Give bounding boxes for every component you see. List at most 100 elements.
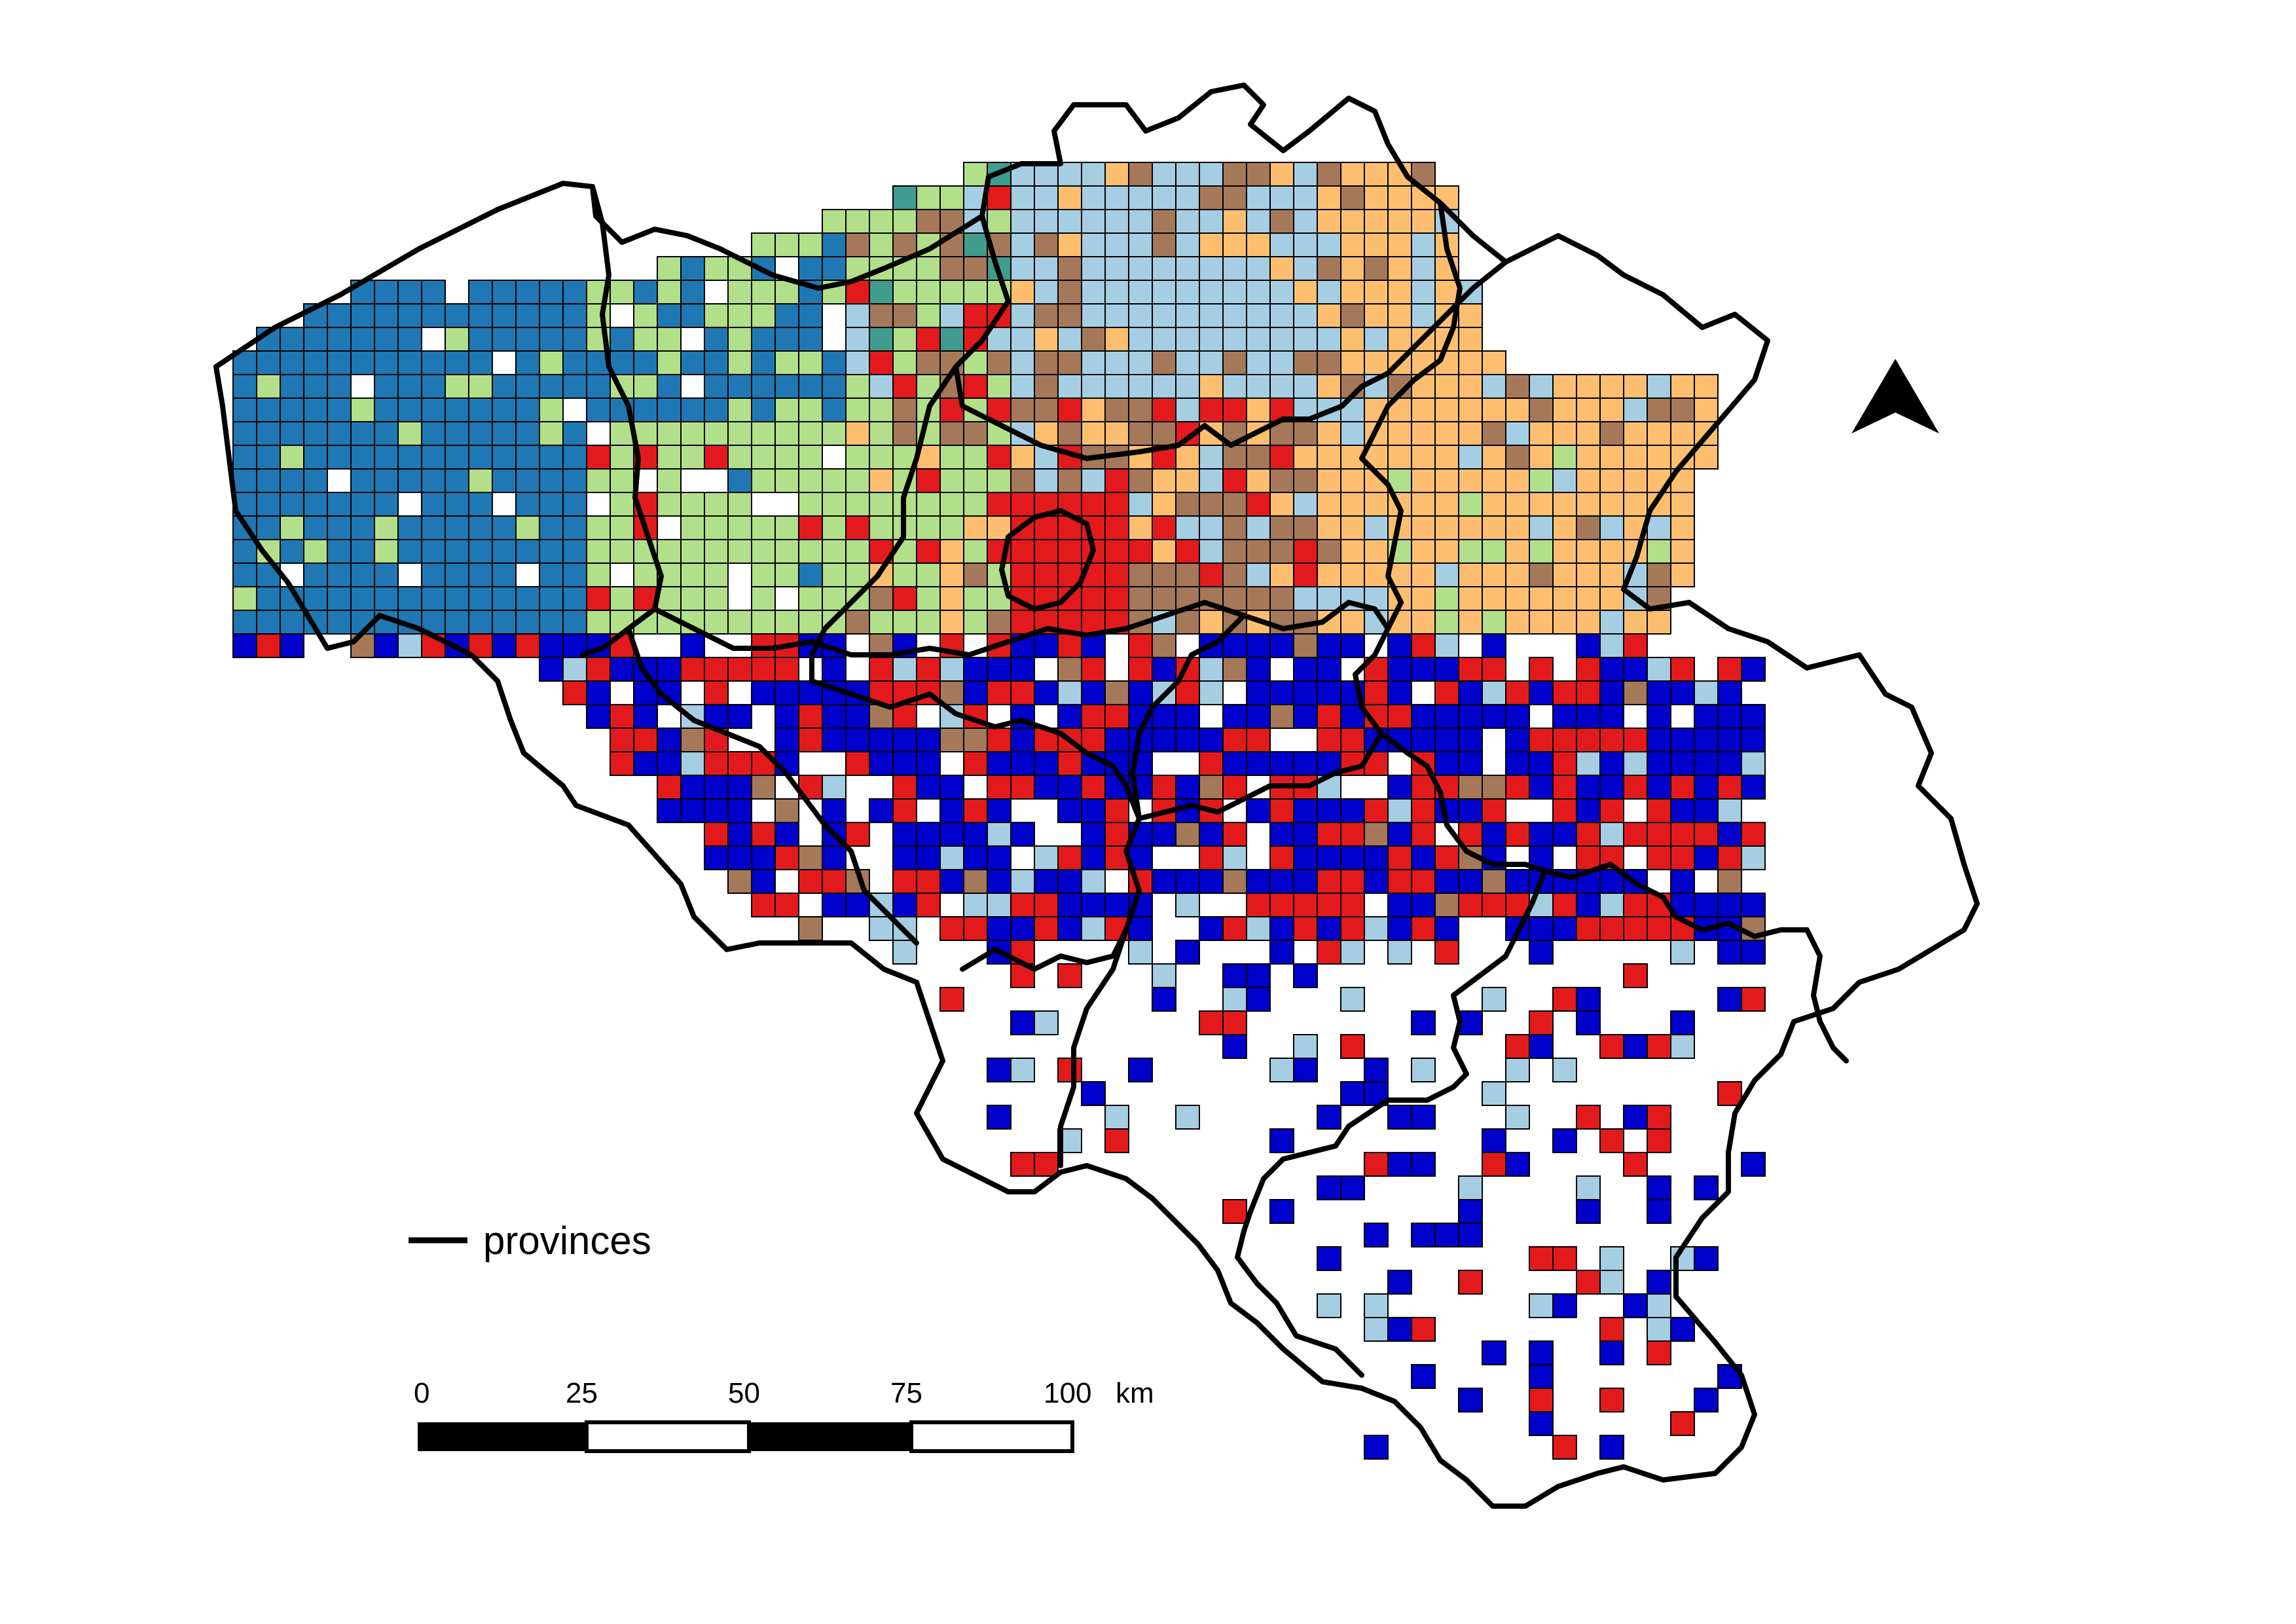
- grid-cell: [704, 445, 729, 470]
- scale-tick-25: 25: [566, 1377, 598, 1409]
- grid-cell: [1623, 916, 1648, 941]
- grid-cell: [1317, 162, 1341, 187]
- grid-cell: [987, 845, 1011, 870]
- grid-cell: [1411, 421, 1436, 446]
- grid-cell: [1246, 280, 1271, 304]
- grid-cell: [1670, 869, 1695, 894]
- grid-cell: [751, 822, 776, 847]
- grid-cell: [303, 468, 328, 493]
- grid-cell: [1269, 185, 1294, 210]
- grid-cell: [1246, 657, 1271, 682]
- grid-cell: [562, 280, 587, 304]
- grid-cell: [727, 798, 752, 823]
- grid-cell: [421, 563, 446, 587]
- grid-cell: [539, 280, 564, 304]
- grid-cell: [774, 468, 799, 493]
- grid-cell: [1152, 209, 1176, 234]
- grid-cell: [1340, 1175, 1365, 1200]
- grid-cell: [987, 775, 1011, 800]
- grid-cell: [1505, 1105, 1530, 1130]
- grid-cell: [539, 492, 564, 517]
- grid-cell: [1599, 704, 1624, 729]
- grid-cell: [1576, 1175, 1601, 1200]
- grid-cell: [1340, 987, 1365, 1012]
- grid-cell: [303, 515, 328, 540]
- grid-cell: [1576, 492, 1601, 517]
- grid-cell: [1034, 775, 1059, 800]
- grid-cell: [680, 563, 705, 587]
- grid-cell: [680, 421, 705, 446]
- grid-cell: [963, 610, 988, 635]
- grid-cell: [1717, 798, 1742, 823]
- grid-cell: [1552, 397, 1577, 422]
- grid-cell: [704, 563, 729, 587]
- grid-cell: [1269, 1128, 1294, 1153]
- grid-cell: [610, 515, 634, 540]
- grid-cell: [963, 162, 988, 187]
- grid-cell: [586, 680, 611, 705]
- grid-cell: [1104, 280, 1129, 304]
- grid-cell: [421, 492, 446, 517]
- grid-cell: [1104, 680, 1129, 705]
- grid-cell: [303, 586, 328, 611]
- grid-cell: [1152, 492, 1176, 517]
- grid-cell: [1647, 1105, 1671, 1130]
- grid-cell: [822, 374, 847, 399]
- grid-cell: [1128, 327, 1153, 352]
- grid-cell: [1010, 916, 1035, 941]
- grid-cell: [774, 350, 799, 375]
- boundary-namur-south: [1058, 927, 1129, 1168]
- grid-cell: [1340, 421, 1365, 446]
- grid-cell: [1010, 1010, 1035, 1035]
- grid-cell: [445, 421, 469, 446]
- grid-cell: [1340, 232, 1365, 257]
- boundary-east-flanders-antwerp: [953, 213, 1508, 461]
- grid-cell: [1434, 704, 1459, 729]
- grid-cell: [1293, 1034, 1318, 1059]
- grid-cell: [798, 327, 823, 352]
- grid-cell: [1364, 539, 1389, 564]
- grid-cell: [704, 327, 729, 352]
- grid-cell: [1434, 563, 1459, 587]
- grid-cell: [350, 539, 375, 564]
- grid-cell: [1505, 563, 1530, 587]
- grid-cell: [869, 327, 894, 352]
- grid-cell: [1387, 845, 1412, 870]
- grid-cell: [916, 610, 941, 635]
- grid-cell: [1199, 563, 1224, 587]
- grid-cell: [1293, 586, 1318, 611]
- grid-cell: [374, 374, 399, 399]
- grid-cell: [1222, 492, 1247, 517]
- grid-cell: [939, 987, 964, 1012]
- grid-cell: [610, 492, 634, 517]
- grid-cell: [1505, 421, 1530, 446]
- grid-cell: [1411, 1223, 1436, 1247]
- grid-cell: [397, 515, 422, 540]
- grid-cell: [1081, 256, 1106, 281]
- grid-cell: [657, 280, 682, 304]
- legend-label: provinces: [483, 1219, 651, 1263]
- grid-cell: [751, 232, 776, 257]
- grid-cell: [562, 445, 587, 470]
- grid-cell: [1458, 492, 1483, 517]
- grid-cell: [987, 209, 1011, 234]
- grid-cell: [1482, 468, 1506, 493]
- grid-cell: [963, 468, 988, 493]
- grid-cell: [916, 728, 941, 752]
- grid-cell: [1434, 280, 1459, 304]
- grid-cell: [680, 633, 705, 658]
- grid-cell: [1104, 397, 1129, 422]
- grid-cell: [397, 468, 422, 493]
- grid-cell: [1458, 893, 1483, 917]
- grid-cell: [1411, 586, 1436, 611]
- grid-cell: [939, 680, 964, 705]
- grid-cell: [1128, 162, 1153, 187]
- grid-cell: [1623, 751, 1648, 776]
- grid-cell: [1317, 256, 1341, 281]
- grid-cell: [397, 445, 422, 470]
- grid-cell: [774, 893, 799, 917]
- grid-cell: [1222, 869, 1247, 894]
- grid-cell: [445, 397, 469, 422]
- grid-cell: [1387, 633, 1412, 658]
- grid-cell: [468, 350, 493, 375]
